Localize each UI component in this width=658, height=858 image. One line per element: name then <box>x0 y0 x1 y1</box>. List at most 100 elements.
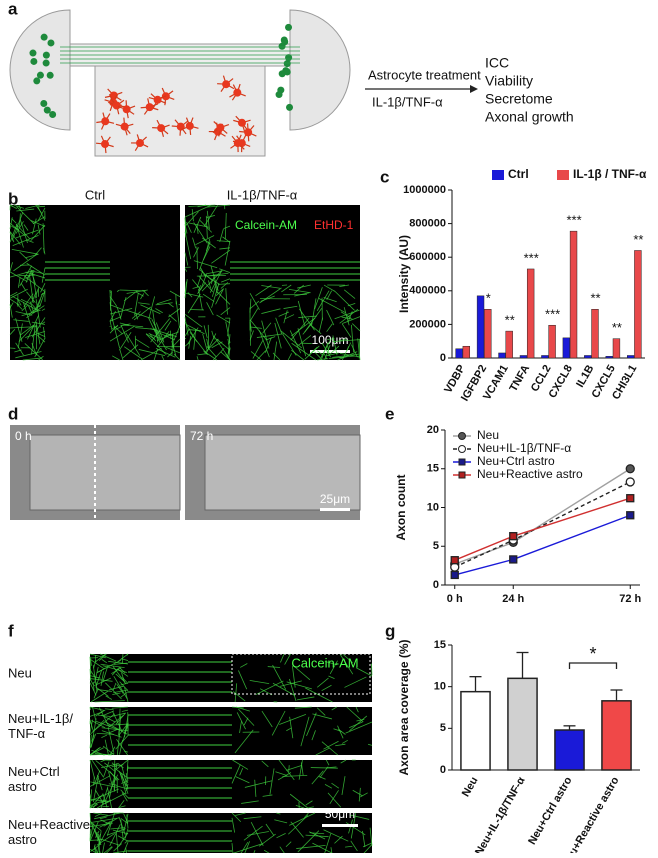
marker <box>510 556 517 563</box>
neuron <box>47 72 54 79</box>
y-tick-label: 15 <box>434 639 446 651</box>
bar <box>602 701 631 770</box>
panel-f-images <box>90 654 372 853</box>
neuron <box>37 72 44 79</box>
bar <box>520 355 527 358</box>
neurite <box>371 664 372 675</box>
astrocyte <box>238 119 246 127</box>
y-tick-label: 200000 <box>409 318 446 330</box>
device-diagram <box>10 10 350 156</box>
y-tick-label: 0 <box>433 579 439 591</box>
significance: * <box>486 291 491 306</box>
neuron <box>279 43 286 50</box>
bar <box>592 309 599 358</box>
astrocyte <box>101 117 109 125</box>
bar <box>555 730 584 770</box>
y-axis-label: Intensity (AU) <box>397 235 411 313</box>
bar <box>541 355 548 358</box>
marker <box>626 478 634 486</box>
stain-label: Calcein-AM <box>291 655 358 670</box>
row-label: astro <box>8 832 37 847</box>
y-tick-label: 5 <box>440 722 446 734</box>
legend-label: Neu+IL-1β/TNF-α <box>477 441 571 455</box>
x-tick-label: TNFA <box>507 363 532 394</box>
arrowhead <box>470 85 478 93</box>
neuron <box>33 77 40 84</box>
y-tick-label: 1000000 <box>403 184 446 196</box>
x-tick-label: 24 h <box>502 593 524 605</box>
astrocyte <box>216 124 224 132</box>
bar <box>563 338 570 358</box>
panel-label: d <box>8 404 18 423</box>
x-tick-label: 0 h <box>447 593 463 605</box>
bar <box>508 678 537 770</box>
astrocyte <box>123 105 131 113</box>
y-tick-label: 10 <box>427 501 439 513</box>
y-tick-label: 10 <box>434 681 446 693</box>
x-tick-label: IL1B <box>574 363 596 390</box>
neuron <box>44 107 51 114</box>
astrocyte <box>121 123 129 131</box>
bracket <box>570 663 617 669</box>
neurite <box>208 325 209 349</box>
scale-bar <box>320 508 350 511</box>
outcome: Secretome <box>485 91 553 107</box>
marker <box>451 571 458 578</box>
row-label: Neu+Reactive <box>8 817 90 832</box>
row-label: Neu+Ctrl <box>8 764 60 779</box>
legend-marker <box>459 459 465 465</box>
bar <box>456 349 463 358</box>
stain-label: Calcein-AM <box>235 218 297 232</box>
neuron <box>284 60 291 67</box>
chamber <box>30 435 180 510</box>
bar <box>463 346 470 358</box>
significance: ** <box>612 320 622 335</box>
significance: *** <box>524 250 539 265</box>
neuron <box>41 34 48 41</box>
row-label: TNF-α <box>8 726 46 741</box>
astrocyte <box>113 102 121 110</box>
neuron <box>30 58 37 65</box>
legend-marker <box>459 472 465 478</box>
series-line <box>455 498 631 560</box>
marker <box>627 512 634 519</box>
astrocyte <box>186 122 194 130</box>
legend-marker <box>459 433 466 440</box>
bar <box>549 325 556 358</box>
astrocyte <box>136 139 144 147</box>
bar <box>477 296 484 358</box>
row-label: Neu+IL-1β/ <box>8 711 73 726</box>
astrocyte <box>154 96 162 104</box>
x-tick-label: Neu <box>460 775 481 799</box>
chamber-left <box>10 10 70 130</box>
time-label: 0 h <box>15 429 32 443</box>
outcome: ICC <box>485 55 509 71</box>
bar <box>613 339 620 358</box>
significance: *** <box>545 307 560 322</box>
bar <box>484 309 491 358</box>
astrocyte <box>146 103 154 111</box>
neuron <box>285 24 292 31</box>
neurite <box>170 331 171 339</box>
y-tick-label: 600000 <box>409 251 446 263</box>
y-tick-label: 20 <box>427 424 439 436</box>
bar <box>461 692 490 770</box>
bar <box>499 353 506 358</box>
bar <box>606 356 613 358</box>
significance: * <box>589 644 596 664</box>
marker <box>510 533 517 540</box>
legend-label: Ctrl <box>508 167 529 181</box>
bar <box>584 355 591 358</box>
panel-label: f <box>8 621 14 640</box>
legend-label: Neu+Ctrl astro <box>477 454 555 468</box>
legend-swatch <box>557 170 569 180</box>
significance: ** <box>590 291 600 306</box>
condition-label: Ctrl <box>85 187 105 202</box>
scale-label: 50μm <box>325 807 355 821</box>
y-axis-label: Axon area coverage (%) <box>397 639 411 775</box>
neuron <box>286 104 293 111</box>
neuron <box>276 91 283 98</box>
neurite <box>38 206 45 207</box>
row-label: astro <box>8 779 37 794</box>
